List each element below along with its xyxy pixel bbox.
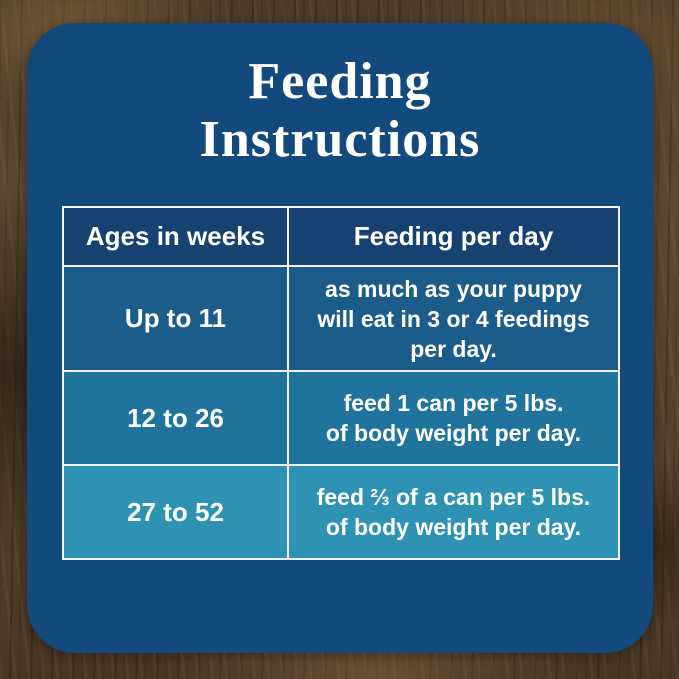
table-row-2-age: 12 to 26 <box>64 372 287 464</box>
feeding-text-line: feed ⅔ of a can per 5 lbs. <box>316 484 591 510</box>
feeding-text-line: as much as your puppy <box>325 275 582 302</box>
feeding-text-line: of body weight per day. <box>325 420 582 446</box>
table-row-3-feeding: feed ⅔ of a can per 5 lbs. of body weigh… <box>289 466 618 558</box>
feeding-text-line: per day. <box>410 335 497 362</box>
table-row-1-feeding: as much as your puppy will eat in 3 or 4… <box>289 267 618 370</box>
title-line-1: Feeding <box>248 53 432 110</box>
table-row-1-age: Up to 11 <box>64 267 287 370</box>
feeding-text-line: feed 1 can per 5 lbs. <box>343 390 564 416</box>
feeding-text-line: will eat in 3 or 4 feedings <box>317 305 590 332</box>
feeding-text-line: of body weight per day. <box>325 514 582 540</box>
column-header-ages: Ages in weeks <box>64 208 287 265</box>
table-row-3-age: 27 to 52 <box>64 466 287 558</box>
feeding-table: Ages in weeks Feeding per day Up to 11 a… <box>62 206 620 560</box>
table-row-2-feeding: feed 1 can per 5 lbs. of body weight per… <box>289 372 618 464</box>
feeding-instructions-card: Feeding Instructions Ages in weeks Feedi… <box>27 23 653 653</box>
page-title: Feeding Instructions <box>27 53 653 169</box>
column-header-feeding: Feeding per day <box>289 208 618 265</box>
title-line-2: Instructions <box>199 111 481 168</box>
